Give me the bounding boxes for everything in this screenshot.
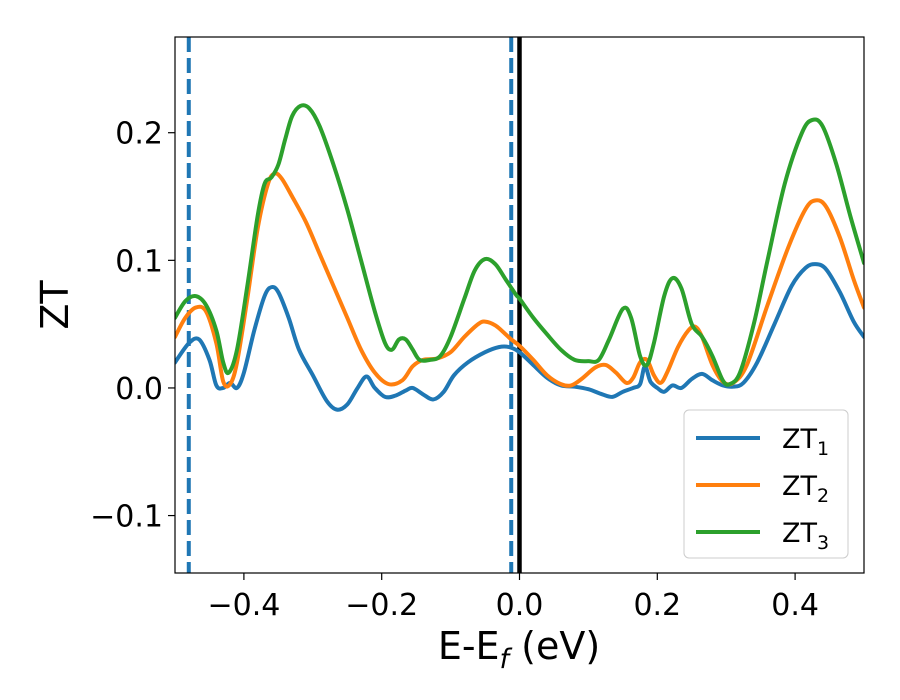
x-tick-label: −0.4 [207, 588, 280, 623]
vertical-reference-lines [186, 37, 522, 573]
legend-box [683, 409, 849, 559]
y-axis-ticks: −0.1 0.0 0.1 0.2 [90, 117, 175, 535]
x-tick-label: 0.0 [496, 588, 544, 623]
y-tick-label: 0.0 [115, 372, 163, 407]
x-axis-ticks: −0.4 −0.2 0.0 0.2 0.4 [207, 573, 819, 623]
legend: ZT1 ZT2 ZT3 [683, 409, 849, 559]
x-tick-label: 0.4 [771, 588, 819, 623]
y-tick-label: −0.1 [90, 500, 163, 535]
x-axis-label: E-Ef (eV) [438, 624, 600, 675]
y-tick-label: 0.2 [115, 117, 163, 152]
legend-label-zt1: ZT1 [782, 424, 829, 460]
series-line-zt3 [175, 103, 864, 387]
x-axis-label-unit: (eV) [509, 624, 600, 668]
x-tick-label: −0.2 [345, 588, 418, 623]
series-line-zt1 [175, 262, 864, 412]
legend-label-zt3: ZT3 [782, 518, 829, 554]
y-axis-label: ZT [33, 280, 77, 330]
y-tick-label: 0.1 [115, 244, 163, 279]
x-tick-label: 0.2 [633, 588, 681, 623]
series-lines [175, 103, 864, 412]
legend-label-zt2: ZT2 [782, 471, 829, 507]
